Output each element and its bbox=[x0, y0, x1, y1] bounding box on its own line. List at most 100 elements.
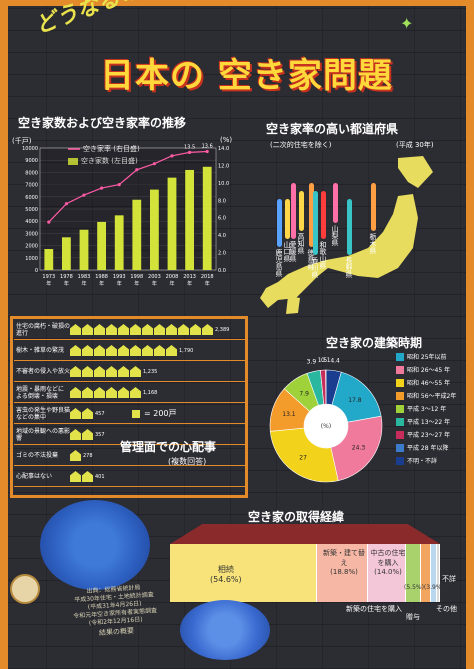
label-used-pct: (14.0%) bbox=[374, 568, 402, 576]
legend-label: 平成 28 年以降 bbox=[407, 445, 449, 452]
prefecture-name: 香川県 bbox=[311, 257, 319, 278]
trend-rate-label: 13.5 bbox=[184, 144, 195, 150]
legend-rate-label: 空き家率 (右目盛) bbox=[83, 144, 140, 154]
trend-xtick-suffix: 年 bbox=[169, 280, 174, 287]
donut-center-label: (%) bbox=[321, 423, 331, 430]
trend-bar bbox=[202, 166, 212, 270]
trend-bar bbox=[185, 169, 194, 270]
legend-swatch bbox=[396, 391, 404, 400]
trend-rate-point bbox=[188, 150, 192, 154]
label-used-text: 中古の住宅を購入 bbox=[370, 549, 406, 567]
legend-item: 昭和 56〜平成2年 bbox=[396, 391, 472, 400]
concern-row: 心配事はない 401 bbox=[14, 467, 246, 487]
house-unit-icon bbox=[82, 366, 93, 377]
trend-left-tick: 6000 bbox=[25, 195, 38, 201]
concern-value: 401 bbox=[95, 473, 105, 480]
concern-house-row bbox=[70, 324, 213, 335]
trend-xtick: 2008 bbox=[166, 274, 179, 280]
house-unit-icon bbox=[166, 324, 177, 335]
label-unknown: 不詳 bbox=[442, 575, 456, 583]
prefecture-thermometer bbox=[284, 199, 290, 239]
label-new: 新築・建て替え (18.8%) bbox=[320, 548, 368, 576]
concerns-frame bbox=[10, 316, 248, 498]
page-title: 日本の 空き家問題 bbox=[100, 56, 393, 96]
legend-swatch bbox=[396, 456, 404, 465]
label-gift: 贈与 bbox=[406, 613, 420, 621]
acquisition-segment bbox=[431, 544, 437, 602]
prefecture-marker: 山梨県 bbox=[330, 183, 340, 246]
trend-rate-point bbox=[82, 193, 86, 197]
donut-value-label: 0.1 bbox=[321, 357, 331, 364]
concern-row: 害虫の発生や野良猫などの集中 457 bbox=[14, 404, 246, 424]
acquisition-section: 空き家の取得経緯 相続 (54.6%) 新築・建て替え (18.8%) 中古の住… bbox=[170, 508, 464, 621]
trend-xtick-suffix: 年 bbox=[152, 280, 157, 287]
right-border bbox=[466, 0, 474, 669]
legend-item: 不明・不詳 bbox=[396, 456, 472, 465]
trend-section: 空き家数および空き家率の推移 (千戸) (%) 空き家率 (右目盛) 空き家数 … bbox=[12, 114, 240, 304]
legend-item: 平成 3〜12 年 bbox=[396, 404, 472, 413]
trend-right-tick: 2.0 bbox=[218, 251, 226, 257]
prefecture-name: 長野県 bbox=[345, 257, 353, 278]
legend-item: 平成 23〜27 年 bbox=[396, 430, 472, 439]
legend-label: 平成 13〜22 年 bbox=[407, 419, 451, 426]
trend-rate-point bbox=[117, 183, 121, 187]
legend-swatch bbox=[396, 352, 404, 361]
trend-xtick-suffix: 年 bbox=[99, 280, 104, 287]
concerns-title: 管理面での心配事 bbox=[120, 440, 217, 454]
concern-label: 心配事はない bbox=[16, 473, 53, 480]
prefecture-section: 空き家率の高い都道府県 (二次的住宅を除く) (平成 30年) 山梨県 和歌山県長… bbox=[248, 118, 460, 328]
concern-house-row bbox=[70, 387, 141, 398]
acquisition-segment bbox=[170, 544, 318, 602]
house-unit-icon bbox=[70, 429, 81, 440]
unit-house-icon bbox=[132, 409, 140, 418]
label-inherit: 相続 (54.6%) bbox=[210, 564, 242, 584]
trend-left-tick: 7000 bbox=[25, 183, 38, 189]
label-new-pct: (18.8%) bbox=[330, 568, 358, 576]
donut-value-label: 1.5 bbox=[318, 357, 328, 364]
trend-xtick-suffix: 年 bbox=[81, 280, 86, 287]
house-unit-icon bbox=[154, 345, 165, 356]
trend-bar bbox=[132, 199, 142, 270]
legend-item: 平成 13〜22 年 bbox=[396, 417, 472, 426]
house-unit-icon bbox=[190, 324, 201, 335]
prefecture-markers: 山梨県 和歌山県 長野県 徳島県 高知県 鹿児島県 愛媛県 香川県 山口県 栃木県 bbox=[258, 173, 448, 323]
legend-swatch bbox=[396, 417, 404, 426]
trend-xtick: 2013 bbox=[183, 274, 196, 280]
trend-rate-point bbox=[152, 162, 156, 166]
house-unit-icon bbox=[82, 429, 93, 440]
donut-value-label: 4.4 bbox=[330, 358, 340, 365]
trend-ylabel-right: (%) bbox=[220, 136, 233, 144]
legend-label: 平成 23〜27 年 bbox=[407, 432, 451, 439]
legend-item: 昭和 46〜55 年 bbox=[396, 378, 472, 387]
label-buy-new: 新築の住宅を購入 bbox=[346, 605, 402, 613]
label-used: 中古の住宅を購入 (14.0%) bbox=[368, 548, 408, 576]
hydrangea-bottom bbox=[180, 600, 270, 660]
prefecture-marker: 和歌山県 bbox=[318, 191, 328, 269]
trend-rate-label: 13.6 bbox=[202, 143, 213, 149]
prefecture-marker: 長野県 bbox=[344, 199, 354, 278]
concern-house-row bbox=[70, 345, 177, 356]
house-unit-icon bbox=[94, 387, 105, 398]
prefecture-marker: 高知県 bbox=[296, 191, 306, 254]
label-inherit-text: 相続 bbox=[217, 565, 234, 574]
trend-xtick: 2018 bbox=[201, 274, 214, 280]
label-other: その他 bbox=[436, 605, 457, 613]
prefecture-thermometer bbox=[298, 191, 304, 231]
legend-swatch bbox=[396, 365, 404, 374]
concern-house-row bbox=[70, 366, 141, 377]
concern-row: 不審者の侵入や放火 1,235 bbox=[14, 362, 246, 382]
concern-house-row bbox=[70, 471, 93, 482]
trend-left-tick: 3000 bbox=[25, 231, 38, 237]
trend-bar bbox=[114, 215, 124, 270]
donut-value-label: 7.9 bbox=[299, 391, 309, 398]
trend-left-tick: 9000 bbox=[25, 158, 38, 164]
trend-rate-point bbox=[47, 220, 51, 224]
legend-count-label: 空き家数 (左目盛) bbox=[81, 156, 138, 166]
trend-right-tick: 4.0 bbox=[218, 233, 226, 239]
trend-rate-point bbox=[100, 186, 104, 190]
prefecture-name: 山梨県 bbox=[331, 225, 339, 246]
prefecture-name: 愛媛県 bbox=[289, 241, 297, 262]
donut-value-label: 17.8 bbox=[348, 397, 362, 404]
house-unit-icon bbox=[70, 471, 81, 482]
